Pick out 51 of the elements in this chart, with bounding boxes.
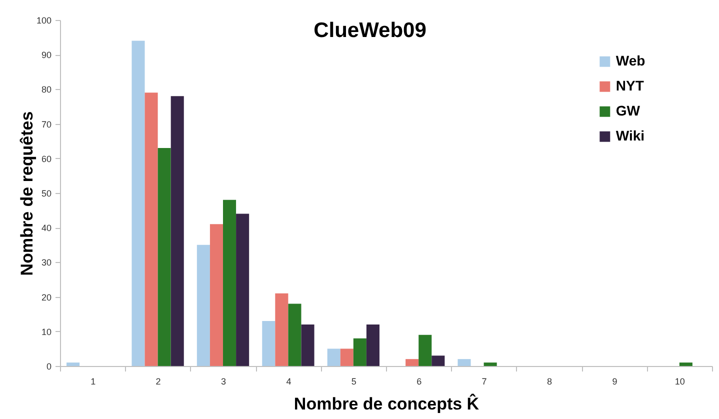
y-tick-label: 10 [41, 326, 52, 337]
x-tick-label: 4 [286, 376, 292, 386]
y-tick-label: 60 [41, 154, 52, 164]
bar [288, 304, 302, 366]
legend-label: GW [616, 102, 641, 119]
bar [301, 324, 314, 366]
x-tick-label: 8 [546, 376, 552, 386]
y-tick-label: 90 [41, 50, 52, 60]
bar [484, 362, 497, 366]
bar [406, 359, 419, 366]
bar [144, 92, 158, 366]
y-tick-label: 50 [41, 188, 52, 198]
bar [236, 214, 250, 366]
y-tick-label: 70 [41, 119, 52, 130]
bar [340, 348, 354, 366]
bar [458, 359, 471, 366]
x-tick-label: 5 [351, 376, 356, 386]
bar [418, 334, 432, 366]
bar [366, 324, 380, 366]
x-tick-label: 10 [674, 376, 685, 386]
x-tick-label: 9 [612, 376, 618, 386]
legend-label: NYT [616, 78, 644, 94]
y-tick-label: 40 [41, 223, 52, 234]
bar [132, 40, 145, 366]
bar [158, 148, 171, 366]
bar [196, 244, 210, 366]
bar [432, 356, 445, 366]
bar [223, 200, 236, 366]
x-tick-label: 6 [416, 376, 422, 386]
bar [210, 224, 223, 366]
y-tick-label: 80 [41, 84, 52, 95]
y-tick-label: 0 [46, 362, 52, 372]
bar [170, 96, 184, 366]
chart-title: ClueWeb09 [314, 19, 426, 42]
x-tick-label: 2 [156, 376, 161, 386]
y-tick-label: 20 [41, 292, 52, 302]
bar [327, 348, 340, 366]
x-tick-label: 7 [482, 376, 487, 386]
bar [262, 321, 276, 366]
y-axis-title: Nombre de requêtes [17, 111, 36, 276]
y-tick-label: 30 [41, 258, 52, 268]
y-tick-label: 100 [36, 16, 52, 26]
legend-label: Web [616, 52, 646, 69]
x-axis-title: Nombre de concepts K̂ [294, 394, 480, 414]
bar [353, 338, 366, 366]
bar [66, 362, 80, 366]
bar [275, 293, 288, 366]
x-tick-label: 3 [220, 376, 226, 386]
x-tick-label: 1 [90, 376, 96, 386]
legend-label: Wiki [616, 128, 645, 144]
bar [679, 362, 692, 366]
